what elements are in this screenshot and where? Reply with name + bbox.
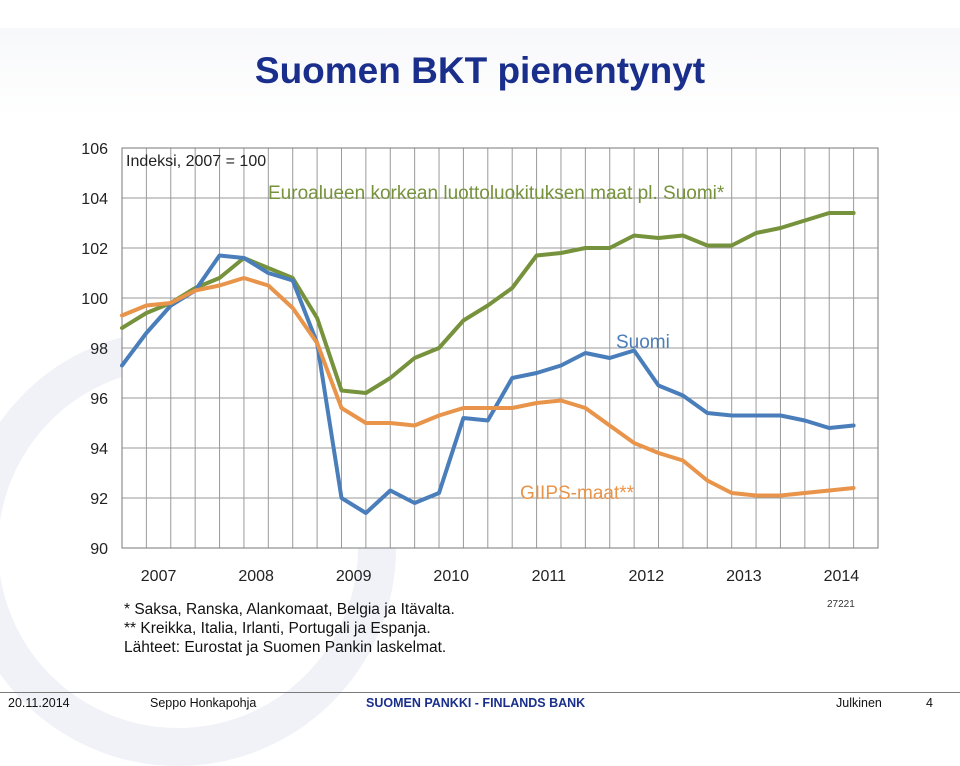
y-tick-label: 106 [81, 141, 108, 158]
x-tick-label: 2013 [726, 568, 762, 585]
grid-lines [121, 147, 879, 549]
series-lines [120, 211, 856, 515]
y-tick-label: 98 [90, 341, 108, 358]
index-label: Indeksi, 2007 = 100 [126, 153, 266, 170]
series-label-euroalue: Euroalueen korkean luottoluokituksen maa… [268, 183, 725, 204]
plot-border [121, 147, 879, 549]
y-tick-label: 104 [81, 191, 108, 208]
footer-brand: SUOMEN PANKKI - FINLANDS BANK [366, 696, 586, 710]
footnote-2: ** Kreikka, Italia, Irlanti, Portugali j… [124, 620, 431, 637]
x-tick-label: 2009 [336, 568, 372, 585]
y-tick-label: 94 [90, 441, 108, 458]
chart-code: 27221 [827, 599, 855, 610]
y-axis-ticks: 90 92 94 96 98 100 102 104 106 [81, 141, 108, 558]
title-band [0, 28, 960, 118]
x-tick-label: 2010 [433, 568, 469, 585]
y-tick-label: 90 [90, 541, 108, 558]
series-label-suomi: Suomi [616, 332, 670, 353]
footnotes: * Saksa, Ranska, Alankomaat, Belgia ja I… [124, 600, 455, 657]
footer-date: 20.11.2014 [8, 696, 70, 710]
x-axis-ticks: 2007 2008 2009 2010 2011 2012 2013 2014 [141, 568, 860, 585]
series-label-giips: GIIPS-maat** [520, 483, 635, 504]
y-tick-label: 102 [81, 241, 108, 258]
slide-title: Suomen BKT pienentynyt [254, 50, 706, 91]
x-tick-label: 2008 [238, 568, 274, 585]
footer-divider [0, 692, 960, 693]
footnote-1: * Saksa, Ranska, Alankomaat, Belgia ja I… [124, 601, 455, 618]
series-line-2 [120, 276, 856, 498]
footer-classification: Julkinen [836, 696, 882, 710]
y-tick-label: 92 [90, 491, 108, 508]
x-tick-label: 2014 [824, 568, 860, 585]
x-tick-label: 2011 [532, 568, 567, 585]
y-tick-label: 100 [81, 291, 108, 308]
x-tick-label: 2012 [629, 568, 665, 585]
footnote-3: Lähteet: Eurostat ja Suomen Pankin laske… [124, 639, 447, 656]
series-line-1 [120, 253, 856, 515]
footer-page-number: 4 [926, 696, 933, 710]
footer-author: Seppo Honkapohja [150, 696, 257, 710]
x-tick-label: 2007 [141, 568, 177, 585]
y-tick-label: 96 [90, 391, 108, 408]
